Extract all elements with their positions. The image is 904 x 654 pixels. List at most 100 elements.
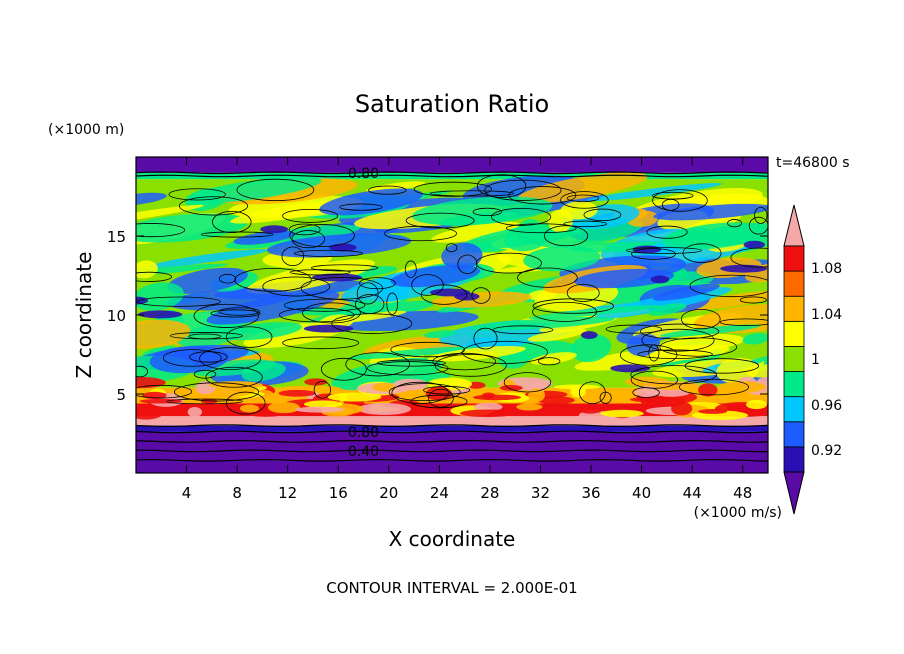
x-axis-ticks: 4 8 12 16 20 24 28 32 36 40 44 48	[182, 157, 752, 502]
contour-line	[388, 383, 461, 402]
colorbar: 1.08 1.04 1 0.96 0.92	[783, 204, 842, 515]
x-tick-label: 4	[182, 484, 192, 502]
contour-labels: 0.80 0.80 0.40	[348, 166, 379, 460]
contour-line	[136, 223, 186, 238]
contour-line	[136, 449, 768, 453]
contour-line	[136, 430, 768, 434]
contour-line	[652, 189, 708, 212]
field-patch	[459, 409, 516, 418]
contour-line	[560, 191, 609, 209]
field-patch	[233, 230, 295, 245]
contour-line	[193, 369, 217, 379]
contour-line	[457, 254, 478, 274]
contour-line	[646, 225, 688, 239]
field-patch	[136, 408, 163, 420]
contour-line	[136, 365, 149, 378]
contour-line	[532, 301, 597, 322]
band-6	[136, 172, 768, 180]
contour-line	[236, 178, 315, 202]
field-patch	[647, 344, 730, 361]
x-tick-label: 16	[329, 484, 348, 502]
contour-line	[679, 378, 749, 396]
colorbar-label: 1.04	[811, 307, 842, 323]
contour-line	[566, 284, 600, 302]
contour-line	[537, 357, 561, 366]
field-patch	[743, 240, 765, 249]
field-patch	[570, 385, 586, 398]
contour-line	[566, 194, 600, 202]
field-patch	[136, 296, 149, 305]
contour-line	[632, 387, 660, 398]
x-tick-label: 40	[632, 484, 651, 502]
contour-line	[193, 303, 259, 328]
field-patch	[600, 409, 644, 418]
band-2	[136, 416, 768, 426]
field-patch	[530, 352, 577, 365]
contour-line	[339, 203, 383, 211]
contour-line	[178, 196, 249, 216]
contour-line	[291, 230, 326, 249]
contour-line	[659, 337, 738, 357]
contour-line	[648, 344, 660, 362]
colorbar-bottom-arrow	[783, 471, 805, 515]
contour-line	[739, 296, 767, 304]
contour-line	[727, 219, 742, 228]
field-patch	[185, 176, 322, 204]
contour-line	[563, 220, 608, 227]
field-patch	[137, 310, 183, 319]
contour-line	[476, 174, 527, 198]
contour-line	[289, 224, 355, 247]
field-patch	[570, 334, 612, 363]
contour-line	[404, 260, 417, 278]
contour-line	[313, 380, 332, 399]
field-patch	[697, 383, 718, 397]
contour-line	[359, 277, 396, 290]
contour-line	[262, 276, 331, 297]
field-patch	[653, 203, 768, 221]
contour-line	[225, 326, 273, 348]
contour-line	[543, 225, 589, 247]
band-7	[136, 157, 768, 173]
contour-line	[532, 298, 615, 314]
colorbar-swatch	[783, 446, 805, 473]
contour-label-0: 0.80	[348, 166, 379, 182]
x-tick-label: 28	[480, 484, 499, 502]
contour-line	[293, 249, 364, 257]
contour-line	[225, 391, 266, 415]
contour-line	[205, 366, 263, 388]
contour-line	[472, 207, 502, 216]
field-patch	[327, 392, 382, 402]
contour-line	[492, 325, 554, 335]
contour-line	[136, 439, 768, 443]
field-patch	[148, 249, 268, 268]
field-patch	[303, 400, 343, 408]
contour-label-1: 0.80	[348, 425, 379, 441]
field-patch	[136, 260, 158, 279]
contour-line	[661, 198, 680, 211]
contour-line	[641, 328, 715, 352]
contour-line	[517, 267, 578, 288]
contour-line	[386, 292, 399, 315]
colorbar-swatch	[783, 396, 805, 423]
contour-line	[279, 307, 355, 323]
contour-line	[405, 212, 475, 229]
field-patch	[303, 324, 354, 333]
x-unit-label: (×1000 m/s)	[694, 505, 782, 521]
contour-line	[689, 274, 768, 298]
contour-line	[137, 296, 221, 307]
contour-line	[219, 273, 237, 284]
field-patch	[411, 196, 553, 226]
colorbar-swatch	[783, 295, 805, 322]
field-patch	[589, 271, 714, 304]
field-patch	[516, 403, 543, 411]
field-patch	[527, 328, 587, 342]
field-patch	[574, 268, 675, 289]
field-patch	[720, 264, 768, 273]
field-patch	[187, 407, 203, 418]
field-patch	[346, 346, 477, 360]
field-patch	[441, 242, 483, 270]
field-patch	[304, 378, 328, 386]
field-patch	[578, 406, 602, 414]
x-tick-label: 44	[683, 484, 702, 502]
